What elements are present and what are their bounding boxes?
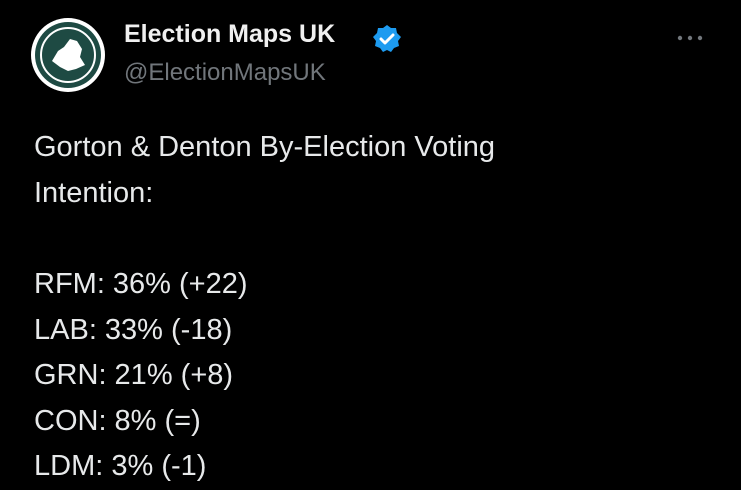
more-button[interactable] [676,30,706,46]
verified-badge [373,25,401,52]
tweet-lines: RFM: 36% (+22) LAB: 33% (-18) GRN: 21% (+8… [34,262,248,490]
tweet-line: LAB: 33% (-18) [34,313,233,346]
tweet-line: LDM: 3% (-1) [34,450,207,482]
avatar[interactable] [30,17,106,93]
tweet-line: CON: 8% (=) [34,404,201,437]
tweet-line: RFM: 36% (+22) [34,268,248,300]
tweet-heading: Gorton & Denton By-Election Voting Inten… [34,131,496,209]
author-name[interactable]: Election Maps UK [124,20,336,48]
tweet-line: GRN: 21% (+8) [34,359,234,391]
author-handle[interactable]: @ElectionMapsUK [124,59,326,86]
